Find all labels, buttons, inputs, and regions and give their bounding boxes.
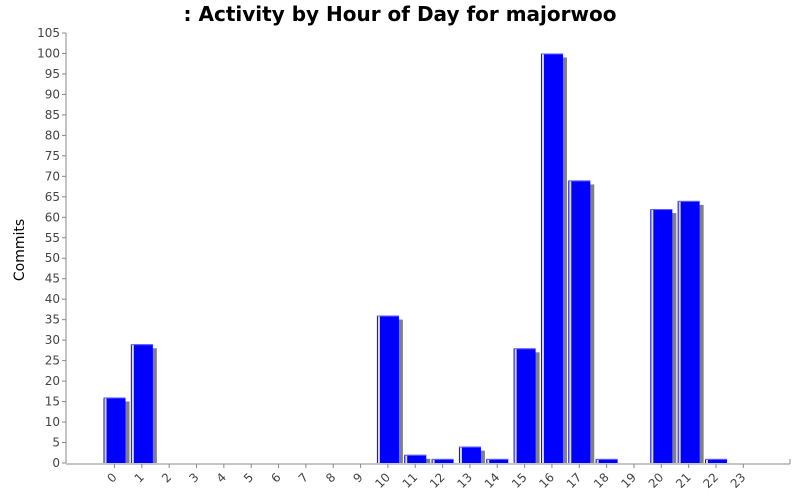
y-tick-label: 15 <box>45 395 60 409</box>
bar <box>486 458 509 463</box>
y-tick-label: 45 <box>45 272 60 286</box>
bar-highlight <box>377 315 380 463</box>
bar-highlight <box>705 458 708 463</box>
bar-highlight <box>596 458 599 463</box>
bar <box>704 458 727 463</box>
y-tick-label: 5 <box>52 436 60 450</box>
x-tick-label: 9 <box>350 470 365 485</box>
chart-title: : Activity by Hour of Day for majorwoo <box>183 2 617 26</box>
x-tick-label: 13 <box>454 470 475 491</box>
x-tick-label: 6 <box>268 470 283 485</box>
bar <box>431 458 454 463</box>
bar-highlight <box>432 458 435 463</box>
bar <box>595 458 618 463</box>
bar-highlight <box>678 200 681 463</box>
x-tick-label: 8 <box>323 470 338 485</box>
x-tick-label: 17 <box>564 470 585 491</box>
bar-highlight <box>651 209 654 463</box>
bar-top-edge <box>704 458 727 460</box>
bar <box>540 53 563 463</box>
bar-highlight <box>514 348 517 463</box>
bar-top-edge <box>103 397 126 399</box>
bar-highlight <box>104 397 107 463</box>
x-tick-label: 10 <box>372 470 393 491</box>
x-tick-label: 16 <box>536 470 557 491</box>
y-tick-label: 20 <box>45 374 60 388</box>
x-tick-label: 1 <box>132 470 147 485</box>
bar-top-edge <box>540 53 563 55</box>
bar-top-edge <box>650 209 673 211</box>
x-axis: 0 1 2 3 4 5 6 7 8 9 10 11 12 13 14 15 16 17 18 19 20 21 22 23 <box>104 464 748 491</box>
bar-highlight <box>405 454 408 463</box>
bar-top-edge <box>595 458 618 460</box>
x-tick-label: 12 <box>427 470 448 491</box>
bar <box>568 180 591 463</box>
bars <box>103 53 731 463</box>
x-tick-label: 14 <box>482 470 503 491</box>
y-tick-label: 65 <box>45 190 60 204</box>
bar-top-edge <box>130 344 153 346</box>
bar-top-edge <box>486 458 509 460</box>
y-tick-label: 55 <box>45 231 60 245</box>
y-tick-label: 85 <box>45 108 60 122</box>
y-tick-label: 60 <box>45 210 60 224</box>
y-tick-label: 100 <box>37 46 60 60</box>
y-axis: 0 5 10 15 20 25 30 35 40 45 50 55 60 65 70 75 80 85 90 95 10… <box>37 26 66 470</box>
y-tick-label: 40 <box>45 292 60 306</box>
x-tick-label: 0 <box>104 470 119 485</box>
bar-top-edge <box>458 446 481 448</box>
x-tick-label: 18 <box>591 470 612 491</box>
x-tick-label: 19 <box>618 470 639 491</box>
bar-highlight <box>459 446 462 463</box>
y-tick-label: 0 <box>52 456 60 470</box>
x-tick-label: 23 <box>728 470 749 491</box>
x-tick-label: 7 <box>296 470 311 485</box>
x-tick-label: 3 <box>186 470 201 485</box>
bar <box>677 200 700 463</box>
y-tick-label: 105 <box>37 26 60 40</box>
bar <box>376 315 399 463</box>
y-axis-title: Commits <box>12 219 28 281</box>
bar-top-edge <box>513 348 536 350</box>
x-tick-label: 15 <box>509 470 530 491</box>
bar <box>130 344 153 463</box>
y-tick-label: 90 <box>45 87 60 101</box>
y-tick-label: 80 <box>45 128 60 142</box>
bar-top-edge <box>568 180 591 182</box>
x-tick-label: 21 <box>673 470 694 491</box>
bar <box>650 209 673 463</box>
x-tick-label: 4 <box>214 470 229 485</box>
bar <box>513 348 536 463</box>
bar-highlight <box>131 344 134 463</box>
bar-top-edge <box>404 454 427 456</box>
y-tick-label: 35 <box>45 313 60 327</box>
bar-highlight <box>541 53 544 463</box>
x-tick-label: 22 <box>700 470 721 491</box>
y-tick-label: 10 <box>45 415 60 429</box>
x-tick-label: 5 <box>241 470 256 485</box>
bar <box>404 454 427 463</box>
y-tick-label: 50 <box>45 251 60 265</box>
plot-area <box>65 33 791 465</box>
x-tick-label: 20 <box>646 470 667 491</box>
bar-top-edge <box>677 200 700 202</box>
bar-top-edge <box>376 315 399 317</box>
bar <box>458 446 481 463</box>
bar-top-edge <box>431 458 454 460</box>
bar <box>103 397 126 463</box>
y-tick-label: 30 <box>45 333 60 347</box>
y-tick-label: 95 <box>45 67 60 81</box>
bar-highlight <box>487 458 490 463</box>
x-tick-label: 2 <box>159 470 174 485</box>
y-tick-label: 75 <box>45 149 60 163</box>
bar-highlight <box>569 180 572 463</box>
y-tick-label: 70 <box>45 169 60 183</box>
x-tick-label: 11 <box>400 470 421 491</box>
y-tick-label: 25 <box>45 354 60 368</box>
